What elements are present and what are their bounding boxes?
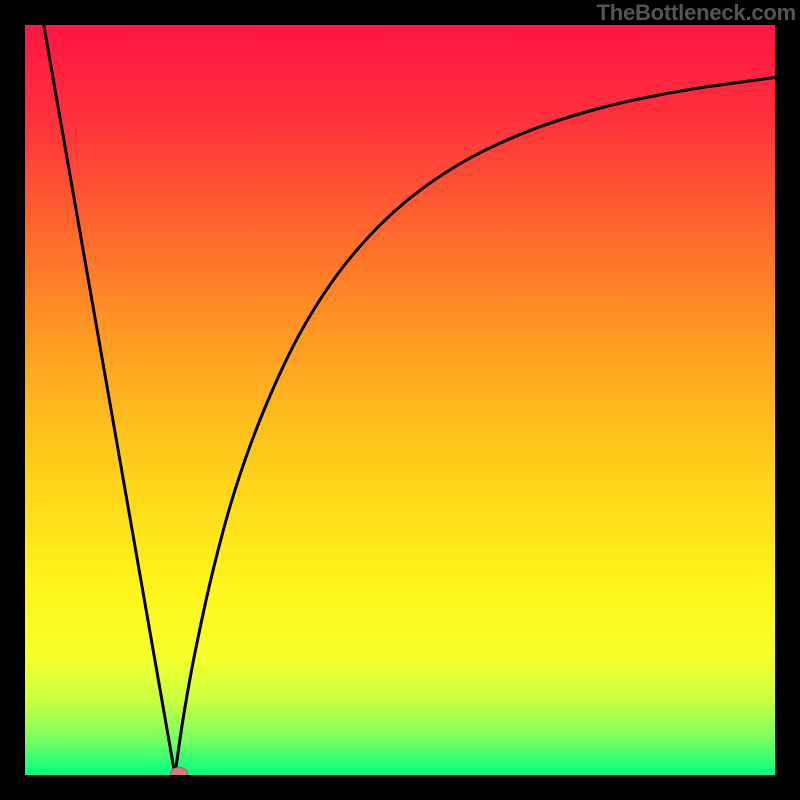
watermark-text: TheBottleneck.com bbox=[596, 0, 796, 26]
bottleneck-curve bbox=[25, 25, 775, 775]
current-config-marker bbox=[170, 767, 189, 775]
plot-area bbox=[25, 25, 775, 775]
chart-container: TheBottleneck.com bbox=[0, 0, 800, 800]
